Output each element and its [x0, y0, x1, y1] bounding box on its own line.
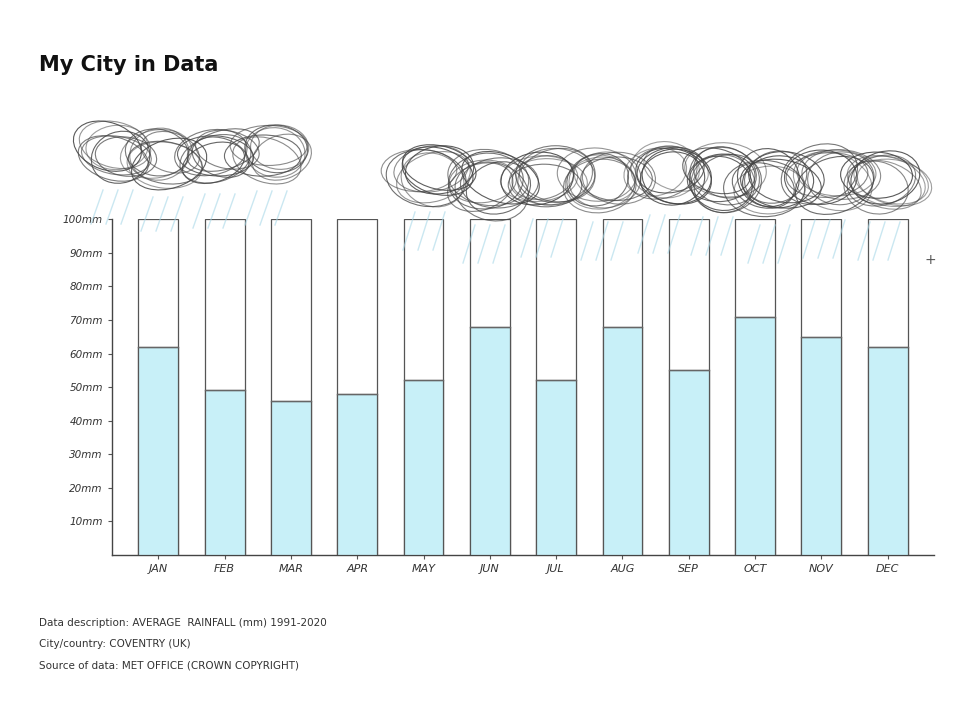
Bar — [536, 380, 576, 555]
Bar — [736, 219, 775, 555]
Bar — [470, 327, 510, 555]
Text: +: + — [924, 253, 936, 267]
Bar — [338, 219, 378, 555]
Bar — [668, 219, 708, 555]
Bar — [271, 400, 310, 555]
Bar — [404, 219, 444, 555]
Bar — [138, 219, 178, 555]
Text: My City in Data: My City in Data — [39, 54, 218, 75]
Bar — [602, 219, 642, 555]
Bar — [668, 370, 708, 555]
Text: i: i — [825, 622, 834, 646]
Bar — [868, 219, 908, 555]
Bar — [271, 219, 310, 555]
Text: Data description: AVERAGE  RAINFALL (mm) 1991-2020: Data description: AVERAGE RAINFALL (mm) … — [39, 618, 327, 628]
Bar — [138, 346, 178, 555]
Text: Source of data: MET OFFICE (CROWN COPYRIGHT): Source of data: MET OFFICE (CROWN COPYRI… — [39, 660, 299, 670]
Text: Dal: Dal — [750, 628, 788, 648]
Bar — [802, 337, 842, 555]
Text: oooooo: oooooo — [846, 631, 891, 644]
Text: Data Literacy for Citizenship: Data Literacy for Citizenship — [750, 672, 852, 678]
Bar — [470, 219, 510, 555]
Bar — [802, 219, 842, 555]
Bar — [204, 390, 244, 555]
Bar — [338, 394, 378, 555]
Bar — [536, 219, 576, 555]
Bar — [736, 317, 775, 555]
Bar — [868, 346, 908, 555]
Bar — [204, 219, 244, 555]
Bar — [602, 327, 642, 555]
Bar — [404, 380, 444, 555]
Text: City/country: COVENTRY (UK): City/country: COVENTRY (UK) — [39, 639, 191, 649]
